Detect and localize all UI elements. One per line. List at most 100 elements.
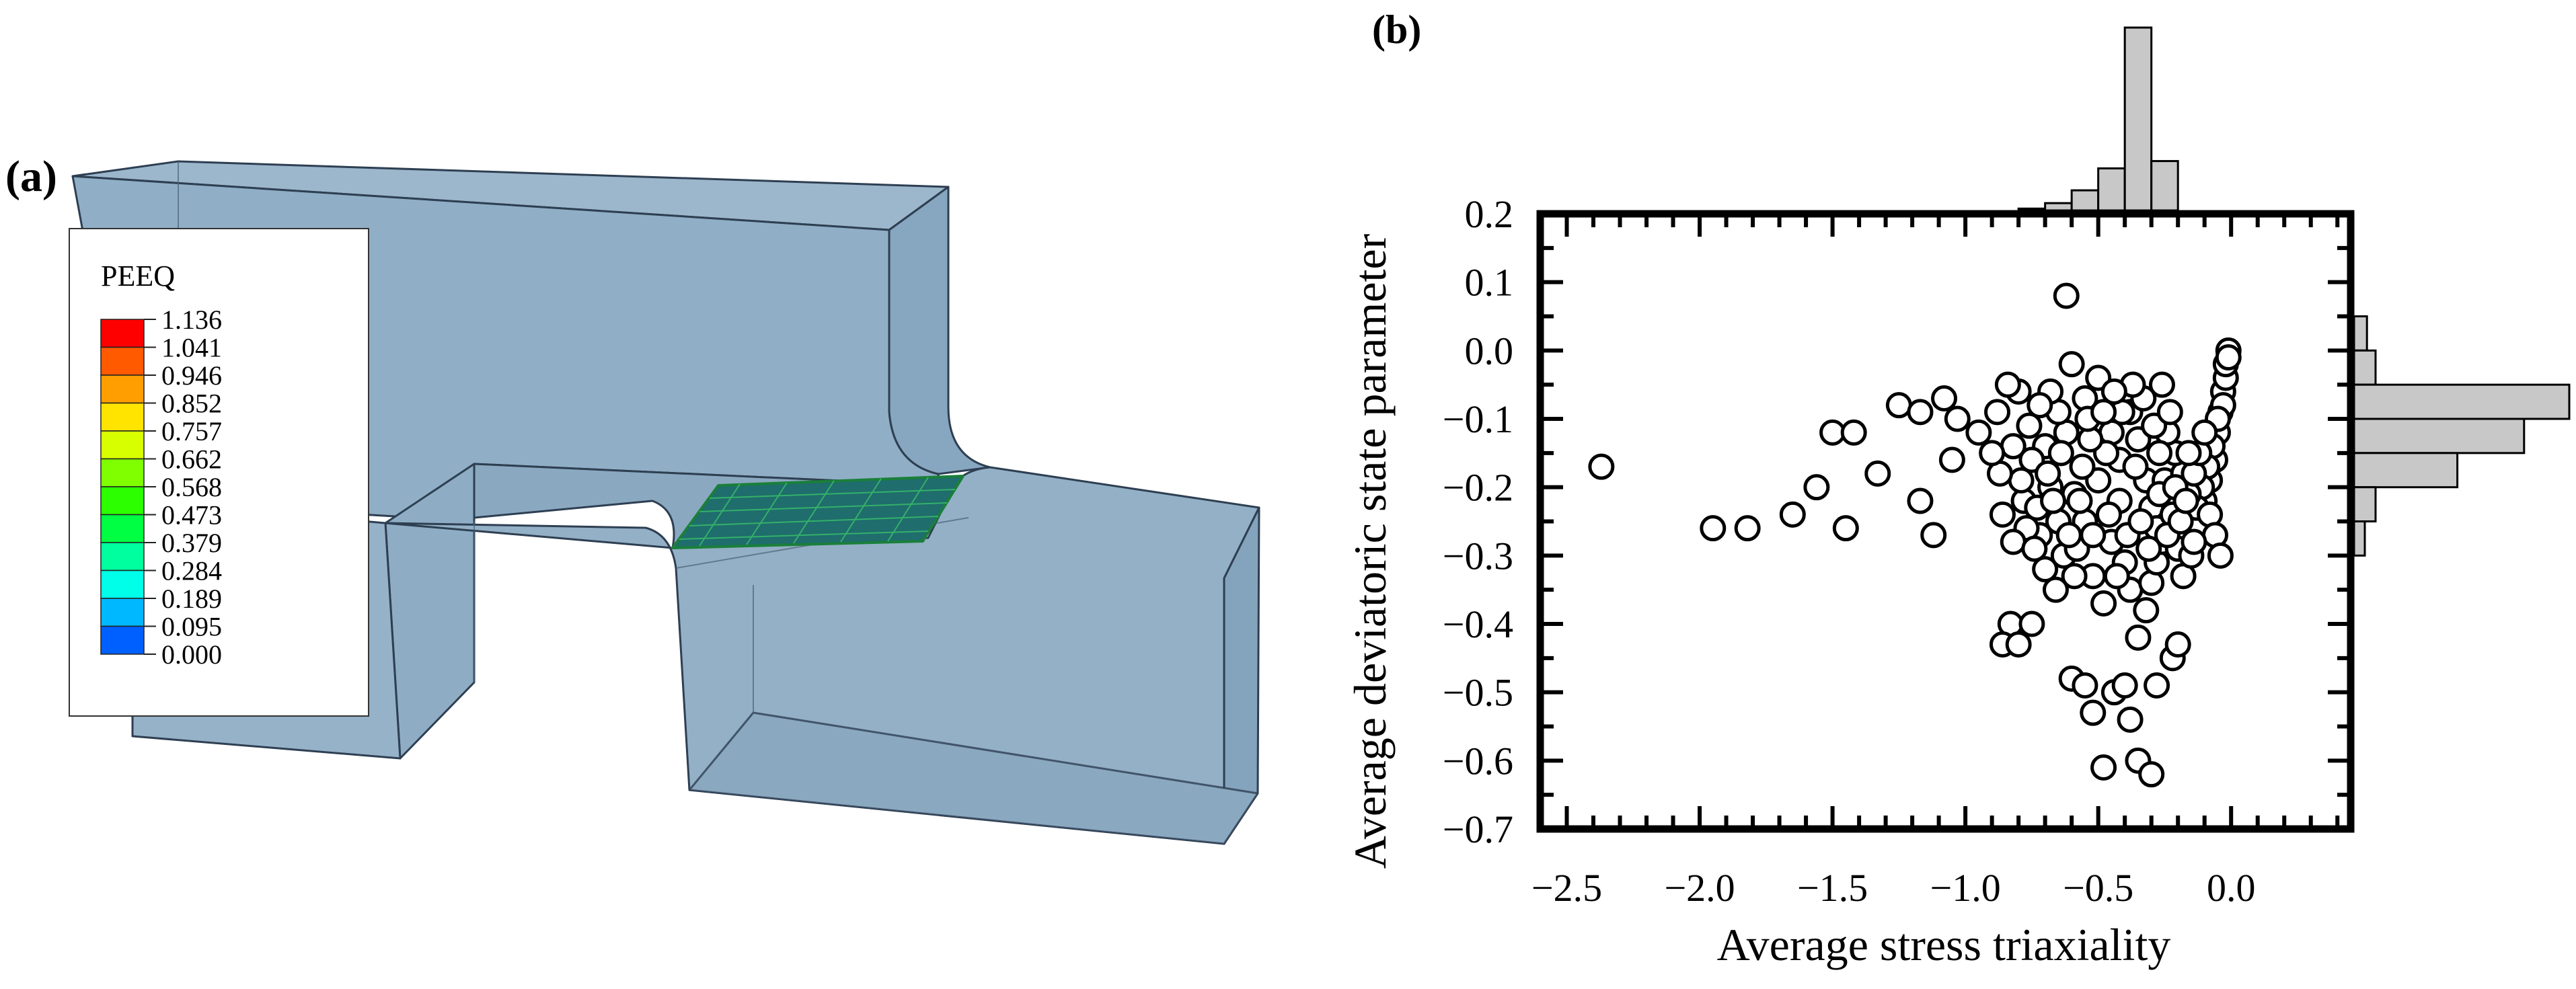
histogram-bar [2353,418,2526,454]
histogram-bar [2123,26,2153,212]
data-point [2181,528,2207,555]
data-point [2000,433,2026,460]
legend-swatch [100,598,145,627]
legend-value-label: 0.662 [161,444,222,475]
data-point [1779,501,1806,528]
data-point [2175,440,2202,467]
y-tick-labels: 0.2 0.1 0.0 −0.1 −0.2 −0.3 −0.4 −0.5 −0.6 −0.7 [1443,192,1513,851]
y-axis-label: Average deviatoric state parameter [1344,233,1396,869]
data-point [2016,412,2043,439]
legend-title: PEEQ [101,260,175,292]
data-point [2215,344,2242,370]
data-point [2191,419,2218,446]
histogram-bar [2353,315,2368,352]
data-point [2080,699,2107,726]
data-point [2103,563,2130,590]
legend-swatch [100,625,145,655]
legend-values: 1.1361.0410.9460.8520.7570.6620.5680.473… [144,305,222,670]
panel-a: (a) [5,152,1260,845]
data-point [2164,631,2191,658]
lower-block-bottom-face [688,711,1259,845]
data-point [2061,563,2088,590]
plot-frame [1536,210,2355,833]
data-point [2122,453,2149,480]
y-tick-label: 0.1 [1465,261,1514,305]
data-point [1907,487,1934,514]
histogram-bar [2353,520,2366,557]
data-point [1907,399,1934,426]
legend-swatch [100,514,145,543]
scatter-points [1588,282,2242,788]
data-point [1819,419,1846,446]
data-point [2058,351,2085,378]
histogram-bar [2353,383,2571,420]
data-point [2138,761,2165,788]
legend-value-label: 0.568 [161,472,222,502]
legend-swatch [100,569,145,599]
histogram-bar [2097,167,2126,212]
panel-a-label: (a) [5,152,57,201]
legend-value-label: 0.379 [161,528,222,558]
histogram-bar [2353,486,2377,523]
legend-value-label: 0.757 [161,416,222,446]
legend-swatch [100,458,145,487]
data-point [2135,535,2162,562]
data-point [1700,515,1727,542]
data-point [1588,453,1615,480]
legend-value-label: 1.136 [161,305,222,335]
histogram-bar [2070,189,2100,212]
data-point [1994,371,2021,398]
legend-swatch [100,430,145,460]
x-tick-label: −2.5 [1531,866,1602,910]
panel-b-label: (b) [1372,7,1421,52]
peeq-legend: PEEQ 1.1361.0410.9460.8520.7570.6620.568… [69,228,369,717]
data-point [2148,371,2175,398]
top-histogram [2017,26,2179,212]
data-point [1832,515,1859,542]
y-tick-label: −0.6 [1443,739,1513,783]
data-point [2040,487,2067,514]
data-point [1864,460,1891,487]
histogram-bar [2353,349,2377,386]
y-tick-label: 0.2 [1465,192,1514,236]
upper-block-right-face [888,186,991,475]
data-point [2066,487,2093,514]
histogram-bar [2044,202,2073,212]
data-point [2021,535,2048,562]
data-point [1944,405,1971,432]
y-tick-label: −0.5 [1443,671,1513,715]
data-point [2172,487,2199,514]
data-point [2144,672,2170,699]
x-tick-label: −1.5 [1797,866,1868,910]
data-point [2042,576,2069,603]
x-tick-label: −0.5 [2063,866,2133,910]
data-point [1931,385,1958,411]
legend-value-label: 0.000 [161,639,222,670]
data-point [2080,522,2107,549]
y-tick-label: −0.1 [1443,397,1513,441]
y-tick-label: −0.7 [1443,807,1513,851]
histogram-bar [2150,160,2179,212]
data-point [1920,522,1947,549]
data-point [2069,453,2096,480]
legend-swatch [100,319,145,348]
data-point [2026,392,2053,419]
legend-value-label: 0.189 [161,584,222,614]
x-tick-label: 0.0 [2207,866,2256,910]
data-point [2146,440,2173,467]
data-point [2008,467,2035,493]
legend-swatch [100,346,145,376]
legend-value-label: 0.946 [161,360,222,391]
data-point [1803,474,1830,501]
data-point [2047,440,2074,467]
data-point [1734,515,1761,542]
data-point [1840,419,1867,446]
data-point [1938,446,1965,473]
data-point [1984,399,2011,426]
legend-color-scale [100,319,145,655]
legend-value-label: 1.041 [161,333,222,363]
x-axis-label: Average stress triaxiality [1717,919,2171,970]
data-point [2072,672,2098,699]
data-point [2127,508,2154,535]
